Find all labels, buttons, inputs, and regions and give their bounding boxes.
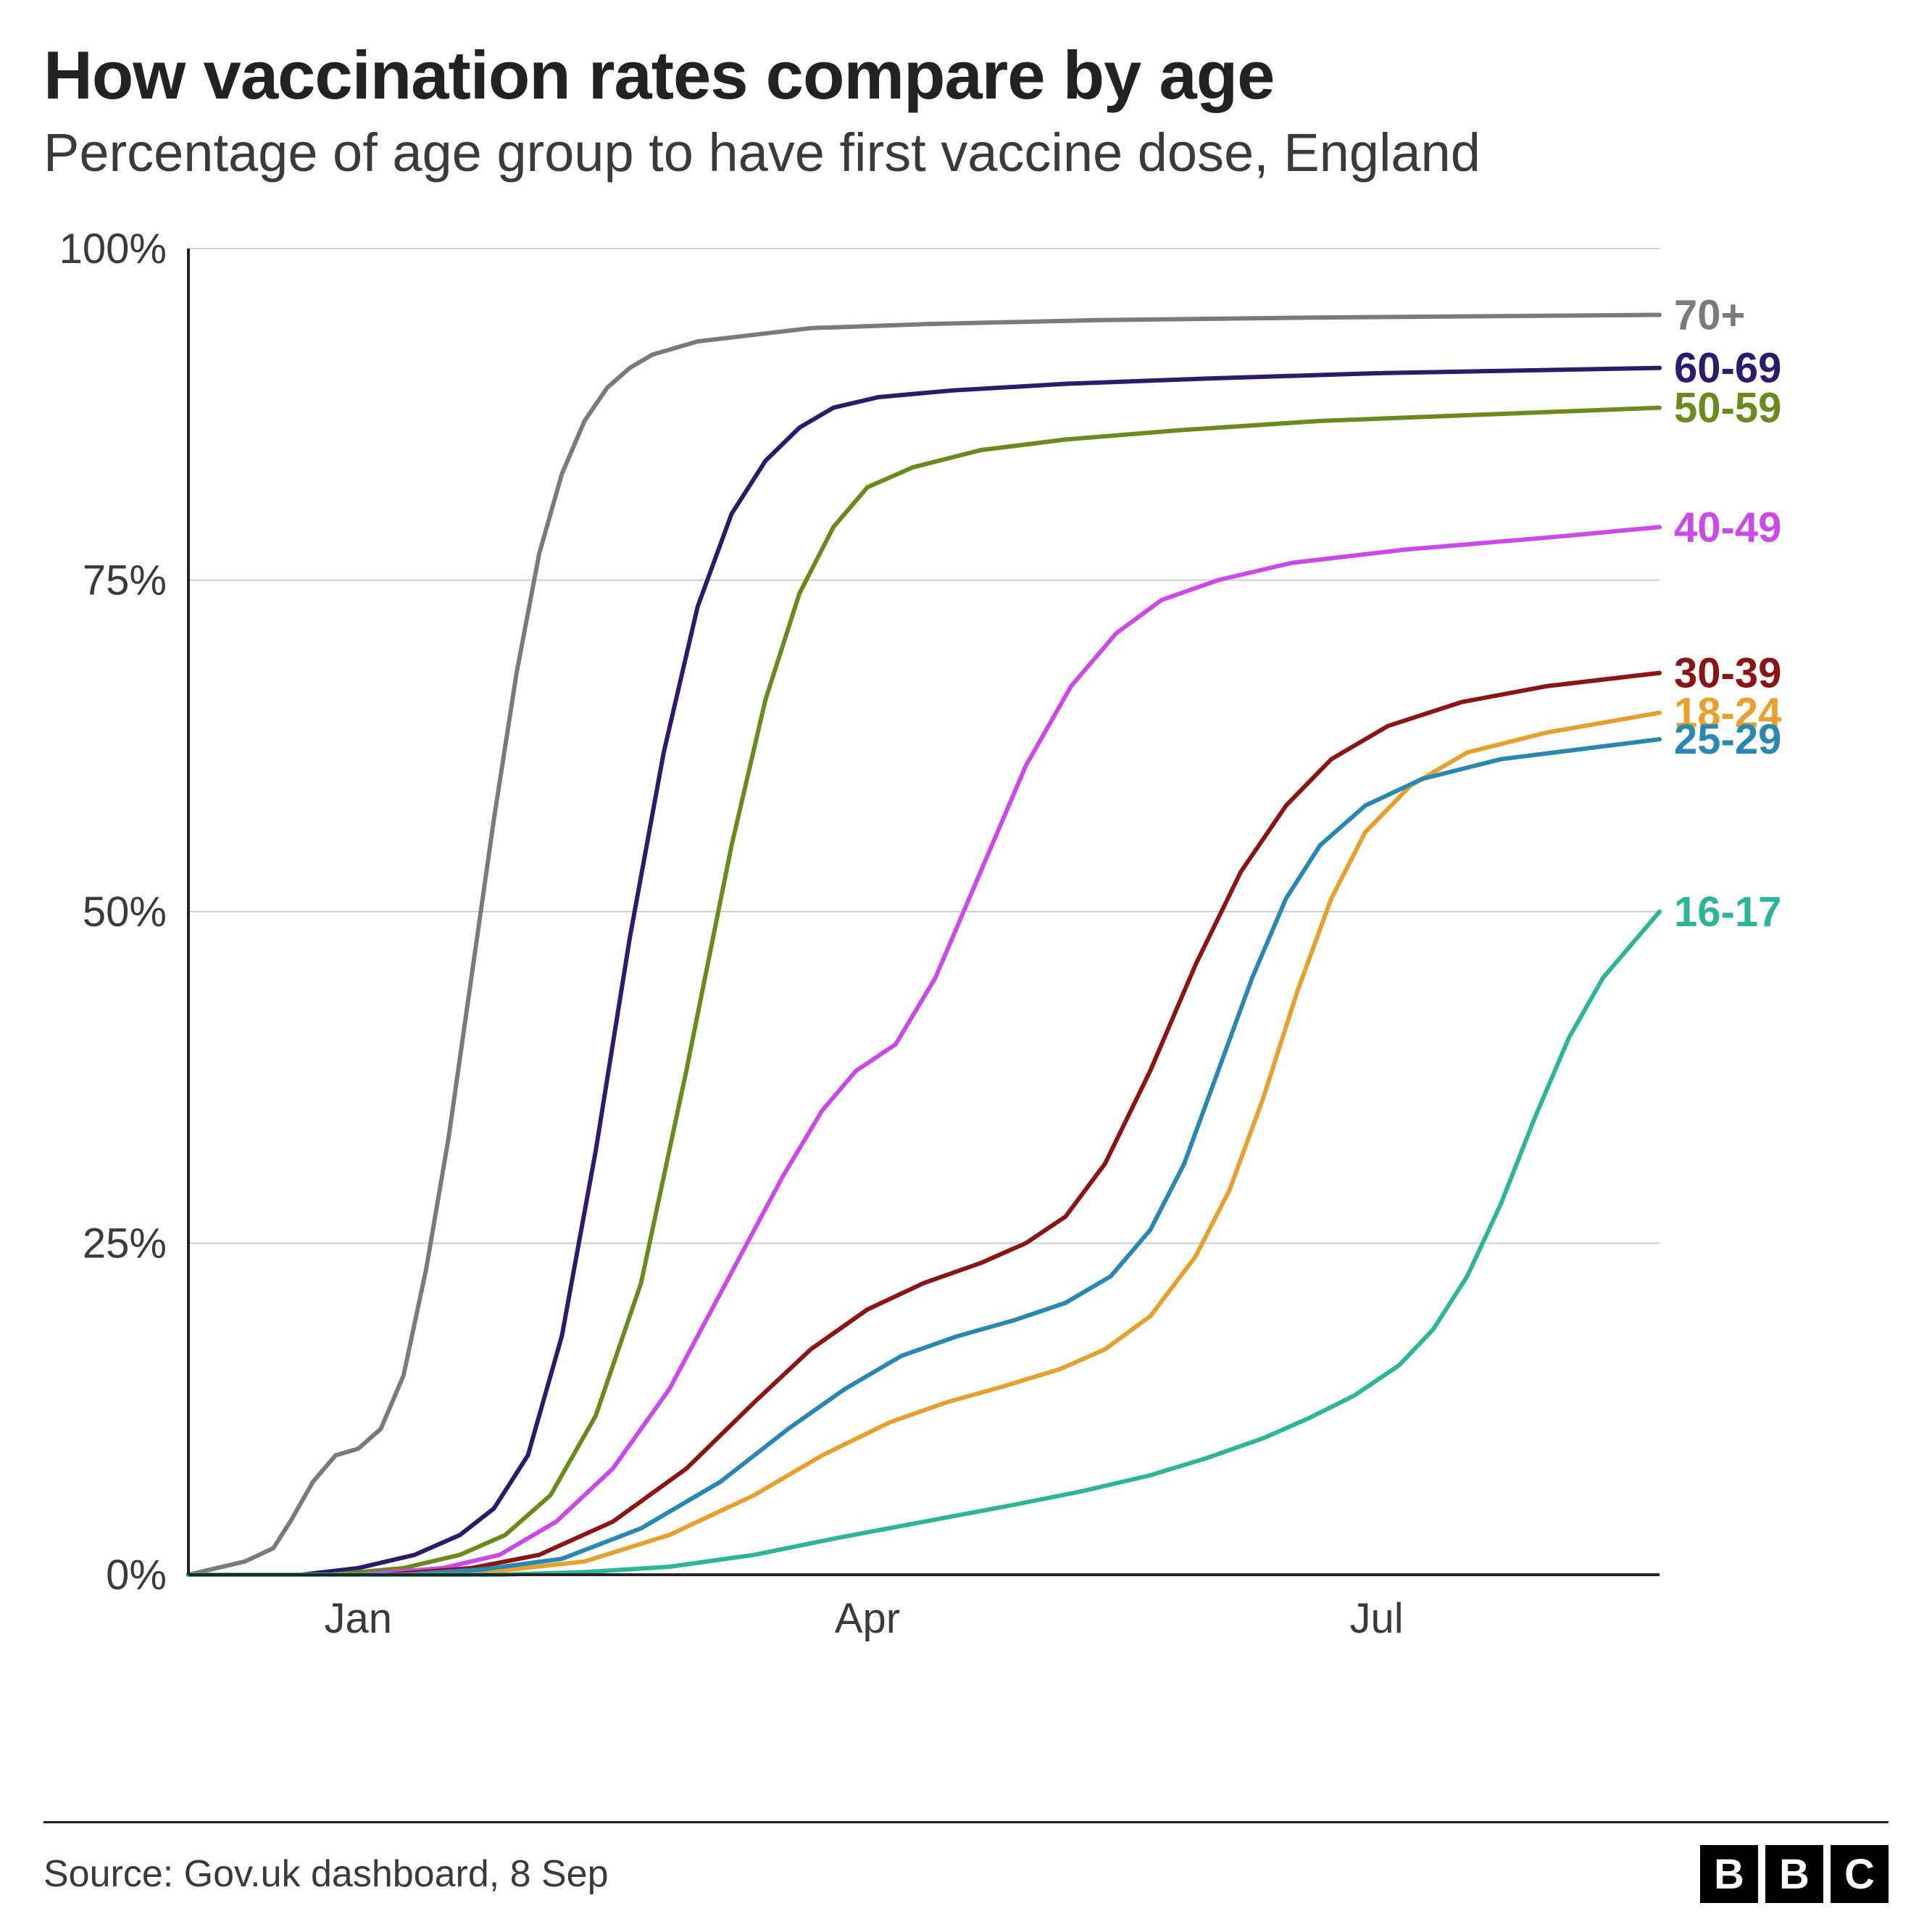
- x-axis-tick-label: Jan: [324, 1595, 392, 1642]
- chart-footer: Source: Gov.uk dashboard, 8 Sep BBC: [43, 1821, 1889, 1903]
- y-axis-tick-label: 0%: [106, 1552, 167, 1599]
- series-line: [188, 739, 1660, 1575]
- x-axis-tick-label: Apr: [835, 1595, 900, 1642]
- chart-container: How vaccination rates compare by age Per…: [0, 0, 1932, 1932]
- series-line: [188, 713, 1660, 1575]
- series-label: 40-49: [1674, 504, 1781, 551]
- series-line: [188, 527, 1660, 1575]
- y-axis-tick-label: 100%: [59, 225, 167, 272]
- y-axis-tick-label: 75%: [83, 557, 167, 604]
- y-axis-tick-label: 25%: [83, 1220, 167, 1267]
- series-label: 50-59: [1674, 385, 1781, 432]
- y-axis-tick-label: 50%: [83, 888, 167, 936]
- series-line: [188, 315, 1660, 1575]
- bbc-letter-box: B: [1700, 1845, 1758, 1903]
- series-label: 16-17: [1674, 888, 1781, 936]
- series-line: [188, 408, 1660, 1575]
- source-text: Source: Gov.uk dashboard, 8 Sep: [43, 1852, 609, 1896]
- series-line: [188, 673, 1660, 1575]
- chart-subtitle: Percentage of age group to have first va…: [43, 122, 1889, 183]
- bbc-logo: BBC: [1700, 1845, 1889, 1903]
- series-label: 70+: [1674, 292, 1745, 339]
- chart-title: How vaccination rates compare by age: [43, 36, 1889, 114]
- x-axis-tick-label: Jul: [1350, 1595, 1404, 1642]
- chart-plot-area: 0%25%50%75%100%JanAprJul70+60-6950-5940-…: [43, 220, 1889, 1807]
- line-chart-svg: 0%25%50%75%100%JanAprJul70+60-6950-5940-…: [43, 220, 1884, 1705]
- series-line: [188, 368, 1660, 1575]
- series-label: 25-29: [1674, 716, 1781, 763]
- bbc-letter-box: B: [1765, 1845, 1823, 1903]
- bbc-letter-box: C: [1831, 1845, 1889, 1903]
